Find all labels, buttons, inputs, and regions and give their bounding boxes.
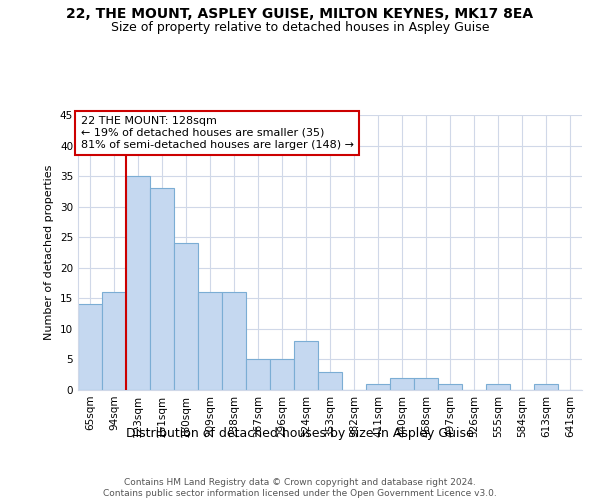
- Bar: [126, 176, 150, 390]
- Text: Contains HM Land Registry data © Crown copyright and database right 2024.
Contai: Contains HM Land Registry data © Crown c…: [103, 478, 497, 498]
- Bar: [270, 360, 294, 390]
- Bar: [318, 372, 342, 390]
- Bar: [414, 378, 438, 390]
- Y-axis label: Number of detached properties: Number of detached properties: [44, 165, 55, 340]
- Bar: [198, 292, 222, 390]
- Text: Size of property relative to detached houses in Aspley Guise: Size of property relative to detached ho…: [111, 21, 489, 34]
- Text: 22 THE MOUNT: 128sqm
← 19% of detached houses are smaller (35)
81% of semi-detac: 22 THE MOUNT: 128sqm ← 19% of detached h…: [80, 116, 353, 150]
- Bar: [366, 384, 390, 390]
- Bar: [246, 360, 270, 390]
- Bar: [102, 292, 126, 390]
- Bar: [390, 378, 414, 390]
- Bar: [150, 188, 174, 390]
- Bar: [534, 384, 558, 390]
- Text: Distribution of detached houses by size in Aspley Guise: Distribution of detached houses by size …: [126, 428, 474, 440]
- Text: 22, THE MOUNT, ASPLEY GUISE, MILTON KEYNES, MK17 8EA: 22, THE MOUNT, ASPLEY GUISE, MILTON KEYN…: [67, 8, 533, 22]
- Bar: [174, 244, 198, 390]
- Bar: [294, 341, 318, 390]
- Bar: [78, 304, 102, 390]
- Bar: [438, 384, 462, 390]
- Bar: [222, 292, 246, 390]
- Bar: [486, 384, 510, 390]
